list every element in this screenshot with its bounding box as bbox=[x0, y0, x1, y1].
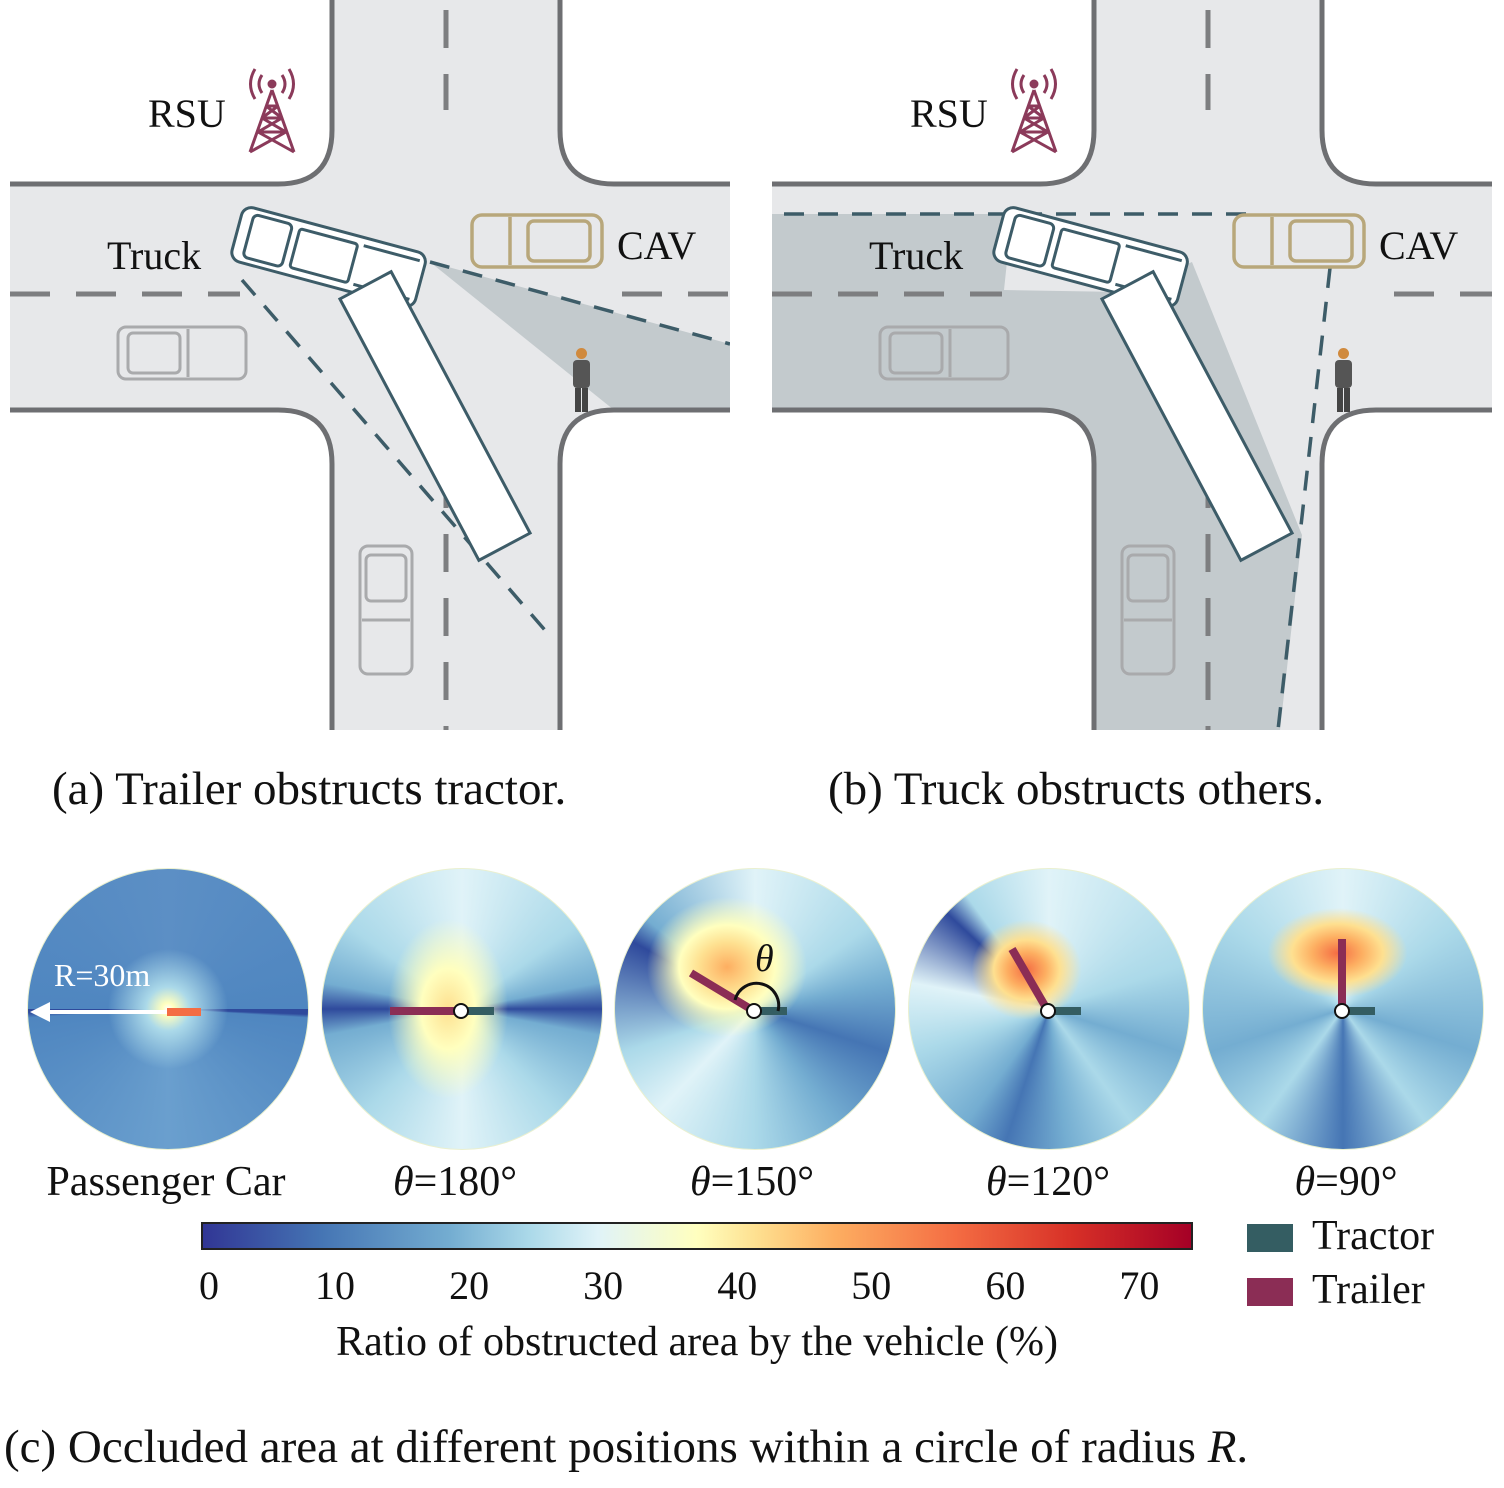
colorbar-tick-label: 60 bbox=[985, 1263, 1026, 1308]
parked-car-bottom bbox=[1120, 544, 1176, 676]
rsu-label: RSU bbox=[910, 91, 988, 136]
rsu-tower-icon bbox=[248, 68, 296, 154]
vehicle-overlay-150 bbox=[688, 969, 787, 1019]
vehicle-overlay-90 bbox=[1334, 939, 1375, 1019]
theta-italic: θ bbox=[392, 1159, 414, 1205]
heatmap-theta-150: θ bbox=[614, 868, 896, 1150]
pedestrian-icon bbox=[570, 348, 592, 414]
vehicle-overlay-180 bbox=[390, 1003, 494, 1019]
colorbar-tick-label: 30 bbox=[583, 1263, 624, 1308]
cav-label: CAV bbox=[1379, 223, 1459, 268]
heatmap-theta-120 bbox=[908, 868, 1190, 1150]
circle-label-150-text: =150° bbox=[710, 1159, 815, 1205]
colorbar-tick-label: 50 bbox=[851, 1263, 892, 1308]
radius-label: R=30m bbox=[54, 957, 151, 993]
circle-label-120: θ=120° bbox=[986, 1158, 1110, 1206]
circle-label-180: θ=180° bbox=[393, 1158, 517, 1206]
lane-markings bbox=[772, 10, 1492, 730]
truck-vehicle bbox=[992, 206, 1295, 563]
curbs bbox=[772, 0, 1492, 730]
colorbar-tick-label: 0 bbox=[199, 1263, 219, 1308]
intersection-scene-a bbox=[10, 0, 730, 730]
colorbar-tick-label: 70 bbox=[1119, 1263, 1160, 1308]
lane-markings bbox=[10, 10, 730, 730]
theta-italic: θ bbox=[689, 1159, 711, 1205]
legend-label-trailer: Trailer bbox=[1312, 1267, 1425, 1313]
colorbar-tick-label: 10 bbox=[315, 1263, 356, 1308]
truck-label: Truck bbox=[869, 233, 964, 278]
caption-c-var: R bbox=[1207, 1421, 1237, 1473]
parked-car-left bbox=[878, 325, 1010, 381]
colorbar-tick-label: 40 bbox=[717, 1263, 758, 1308]
intersection-scene-b bbox=[772, 0, 1492, 730]
sight-lines bbox=[240, 260, 730, 638]
sight-lines bbox=[784, 212, 1332, 730]
pedestrian-icon bbox=[1332, 348, 1354, 414]
rsu-tower-icon bbox=[1010, 68, 1058, 154]
parked-car-bottom bbox=[358, 544, 414, 676]
colorbar bbox=[201, 1222, 1193, 1250]
circle-label-150: θ=150° bbox=[690, 1158, 814, 1206]
road-surface bbox=[10, 0, 730, 730]
theta-italic: θ bbox=[1294, 1159, 1316, 1205]
truck-vehicle bbox=[230, 206, 533, 563]
curbs bbox=[10, 0, 730, 730]
cav-car bbox=[470, 213, 604, 269]
caption-a: (a) Trailer obstructs tractor. bbox=[52, 763, 567, 815]
circle-label-passenger-car: Passenger Car bbox=[46, 1159, 286, 1205]
caption-c-prefix: (c) Occluded area at different positions… bbox=[4, 1421, 1208, 1473]
panel-b-intersection: RSU Truck CAV bbox=[772, 0, 1492, 730]
truck-label: Truck bbox=[107, 233, 202, 278]
rsu-label: RSU bbox=[148, 91, 226, 136]
circle-label-180-text: =180° bbox=[413, 1159, 518, 1205]
heatmap-theta-180 bbox=[321, 868, 603, 1150]
circle-label-120-text: =120° bbox=[1006, 1159, 1111, 1205]
circle-label-90: θ=90° bbox=[1294, 1158, 1397, 1206]
caption-c-suffix: . bbox=[1236, 1421, 1249, 1473]
heatmap-passenger-car: R=30m bbox=[27, 868, 309, 1150]
caption-c: (c) Occluded area at different positions… bbox=[4, 1420, 1248, 1474]
vehicle-overlay-120 bbox=[1008, 946, 1081, 1019]
parked-car-left bbox=[116, 325, 248, 381]
panel-a-intersection: RSU Truck CAV bbox=[10, 0, 730, 730]
legend-swatch-tractor bbox=[1247, 1224, 1293, 1252]
occlusion-shadow bbox=[430, 262, 730, 410]
caption-b: (b) Truck obstructs others. bbox=[828, 763, 1325, 815]
cav-label: CAV bbox=[617, 223, 697, 268]
passenger-car-overlay bbox=[30, 1002, 201, 1022]
heatmap-theta-90 bbox=[1202, 868, 1484, 1150]
circle-label-90-text: =90° bbox=[1315, 1159, 1398, 1205]
theta-italic: θ bbox=[985, 1159, 1007, 1205]
cav-car bbox=[1232, 213, 1366, 269]
colorbar-tick-label: 20 bbox=[449, 1263, 490, 1308]
legend-label-tractor: Tractor bbox=[1312, 1213, 1435, 1259]
theta-symbol: θ bbox=[755, 938, 774, 980]
legend-swatch-trailer bbox=[1247, 1278, 1293, 1306]
colorbar-label: Ratio of obstructed area by the vehicle … bbox=[336, 1319, 1058, 1365]
